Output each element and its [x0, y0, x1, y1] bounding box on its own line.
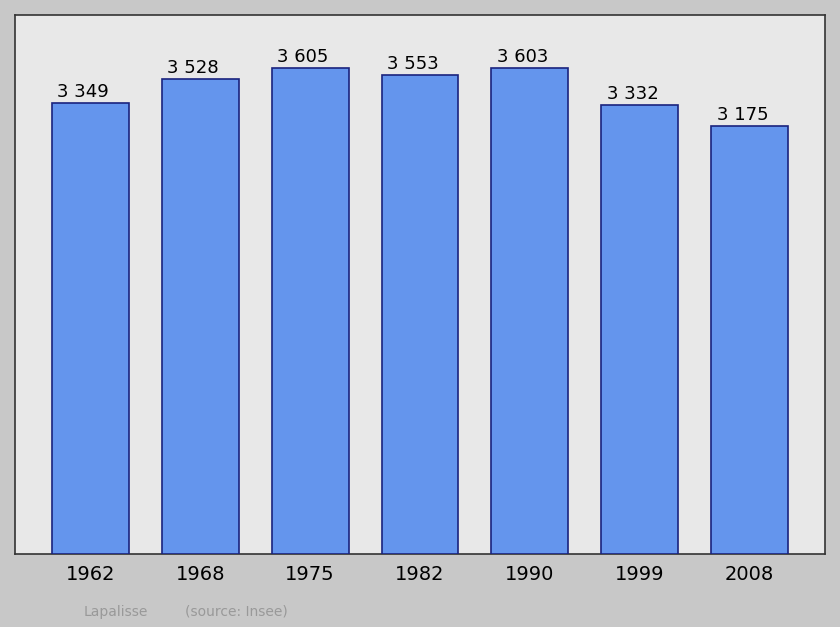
Text: Lapalisse: Lapalisse — [84, 604, 149, 619]
Text: 3 553: 3 553 — [387, 55, 438, 73]
Text: 3 603: 3 603 — [497, 48, 549, 66]
Bar — [162, 78, 239, 554]
Bar — [601, 105, 678, 554]
Text: (source: Insee): (source: Insee) — [185, 604, 287, 619]
Text: 3 605: 3 605 — [277, 48, 328, 66]
Text: 3 332: 3 332 — [606, 85, 659, 103]
Text: 3 175: 3 175 — [717, 106, 769, 124]
Bar — [711, 126, 788, 554]
Bar — [271, 68, 349, 554]
Text: 3 528: 3 528 — [167, 58, 219, 76]
Text: 3 349: 3 349 — [57, 83, 109, 101]
Bar — [52, 103, 129, 554]
Bar — [491, 68, 569, 554]
Bar — [381, 75, 459, 554]
